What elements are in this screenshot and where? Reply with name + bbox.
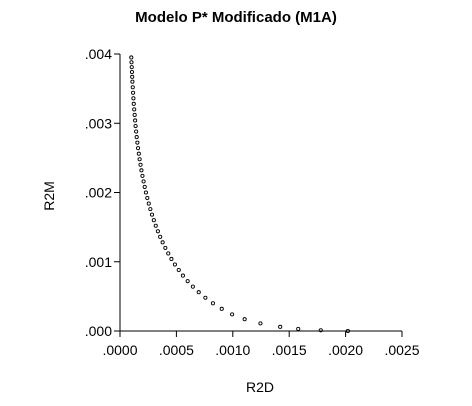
x-axis-ticks: .0000 .0005 .0010 .0015 .0020 .0025 <box>102 331 420 358</box>
data-point <box>136 151 141 156</box>
y-tick-label: .001 <box>85 254 112 270</box>
data-point <box>230 312 235 317</box>
data-point <box>146 201 151 206</box>
data-points <box>129 55 350 334</box>
data-point <box>130 79 135 84</box>
data-point <box>149 212 155 217</box>
data-point <box>296 326 301 331</box>
data-point <box>185 279 190 284</box>
x-tick-label: .0015 <box>272 342 307 358</box>
data-point <box>151 218 156 223</box>
data-point <box>318 328 323 333</box>
data-point <box>143 190 148 195</box>
y-axis-ticks: .000 .001 .002 .003 .004 <box>85 46 120 339</box>
x-axis-label: R2D <box>246 379 274 395</box>
data-point <box>278 324 283 329</box>
data-point <box>141 179 146 184</box>
plot-area: .0000 .0005 .0010 .0015 .0020 .0025 .000 .001.… <box>85 46 420 358</box>
data-point <box>133 123 138 129</box>
data-point <box>137 157 142 162</box>
data-point <box>166 251 171 256</box>
data-point <box>190 284 195 289</box>
x-tick-label: .0020 <box>328 342 363 358</box>
y-tick-label: .002 <box>85 185 112 201</box>
data-point <box>130 85 135 90</box>
data-point <box>132 112 137 117</box>
data-point <box>176 268 181 273</box>
data-point <box>131 96 136 101</box>
data-point <box>155 229 160 234</box>
data-point <box>180 273 185 278</box>
data-point <box>129 55 134 60</box>
data-point <box>153 223 158 228</box>
data-point <box>133 118 138 123</box>
data-point <box>129 69 135 75</box>
data-point <box>132 107 137 112</box>
y-tick-label: .003 <box>85 115 112 131</box>
data-point <box>158 234 163 239</box>
data-point <box>134 129 139 134</box>
data-point <box>129 65 134 70</box>
data-point <box>160 240 165 245</box>
data-point <box>134 135 139 140</box>
x-tick-label: .0000 <box>102 342 137 358</box>
data-point <box>258 321 263 326</box>
data-point <box>131 101 136 106</box>
chart-title: Modelo P* Modificado (M1A) <box>135 9 337 26</box>
y-tick-label: .000 <box>85 323 112 339</box>
y-tick-label: .004 <box>85 46 112 62</box>
data-point <box>345 328 350 334</box>
data-point <box>131 90 136 95</box>
data-point <box>135 146 141 151</box>
data-point <box>172 262 177 267</box>
x-tick-label: .0025 <box>384 342 419 358</box>
data-point <box>203 295 208 300</box>
data-point <box>163 245 168 250</box>
data-point <box>148 207 153 212</box>
x-tick-label: .0010 <box>215 342 250 358</box>
data-point <box>129 60 134 65</box>
data-point <box>142 184 147 190</box>
data-point <box>242 317 247 322</box>
data-point <box>219 306 224 311</box>
data-point <box>210 301 215 306</box>
data-point <box>140 173 145 178</box>
x-tick-label: .0005 <box>159 342 194 358</box>
data-point <box>135 140 140 145</box>
data-point <box>139 168 144 173</box>
y-axis-label: R2M <box>41 181 57 211</box>
data-point <box>138 162 143 167</box>
data-point <box>196 290 201 295</box>
data-point <box>169 256 174 262</box>
data-point <box>145 195 150 201</box>
data-point <box>130 74 135 79</box>
